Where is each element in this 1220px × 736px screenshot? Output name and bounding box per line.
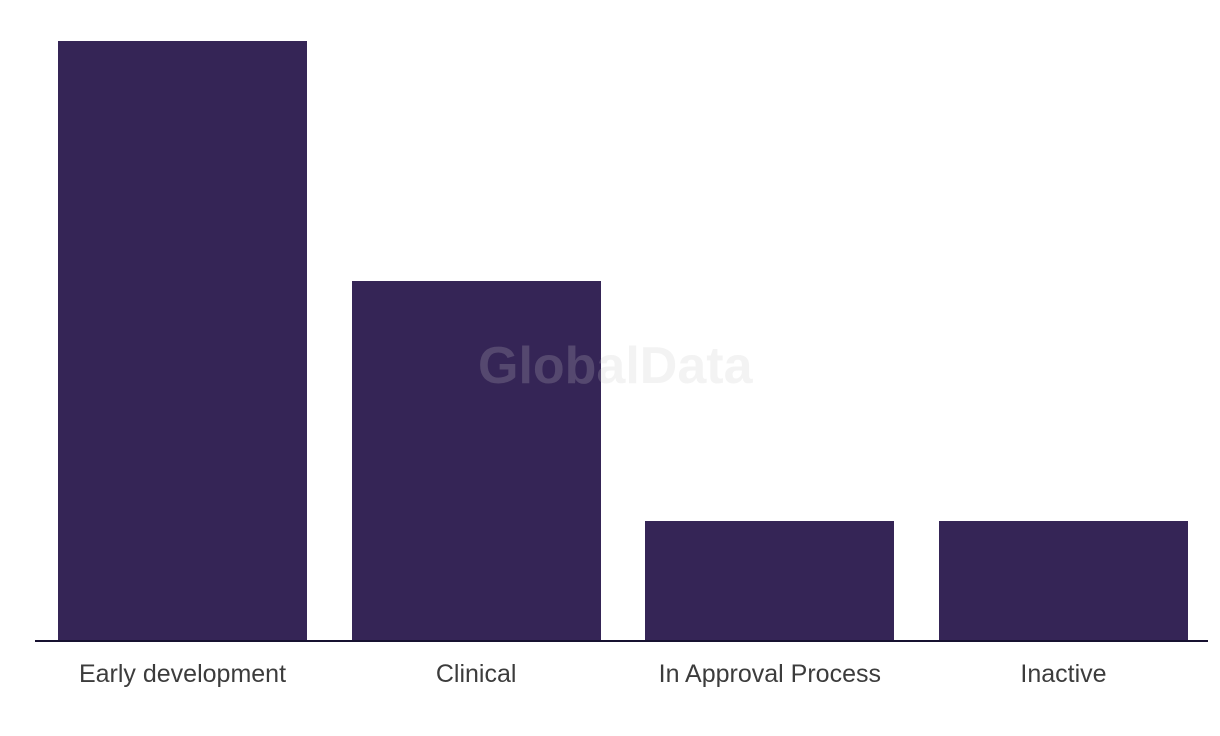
bar-track [645,41,895,641]
bar-track [58,41,307,641]
bar-column-early-development: Early development [58,41,307,687]
bar-track [351,41,601,641]
bar-inactive [938,521,1188,641]
bar-column-in-approval-process: In Approval Process [645,41,895,688]
bar-in-approval-process [645,521,895,641]
x-axis-line [35,640,1208,642]
x-tick-label-early-development: Early development [78,660,287,688]
plot-area: Early development Clinical In Approval Pro… [58,41,1188,687]
x-tick-label-in-approval-process: In Approval Process [658,660,881,688]
x-tick-label-inactive: Inactive [1020,660,1107,688]
bar-column-clinical: Clinical [351,41,601,688]
bar-column-inactive: Inactive [938,41,1188,688]
bar-track [938,41,1188,641]
bar-clinical [351,281,601,641]
x-tick-label-clinical: Clinical [435,660,517,688]
bar-early-development [58,41,307,641]
